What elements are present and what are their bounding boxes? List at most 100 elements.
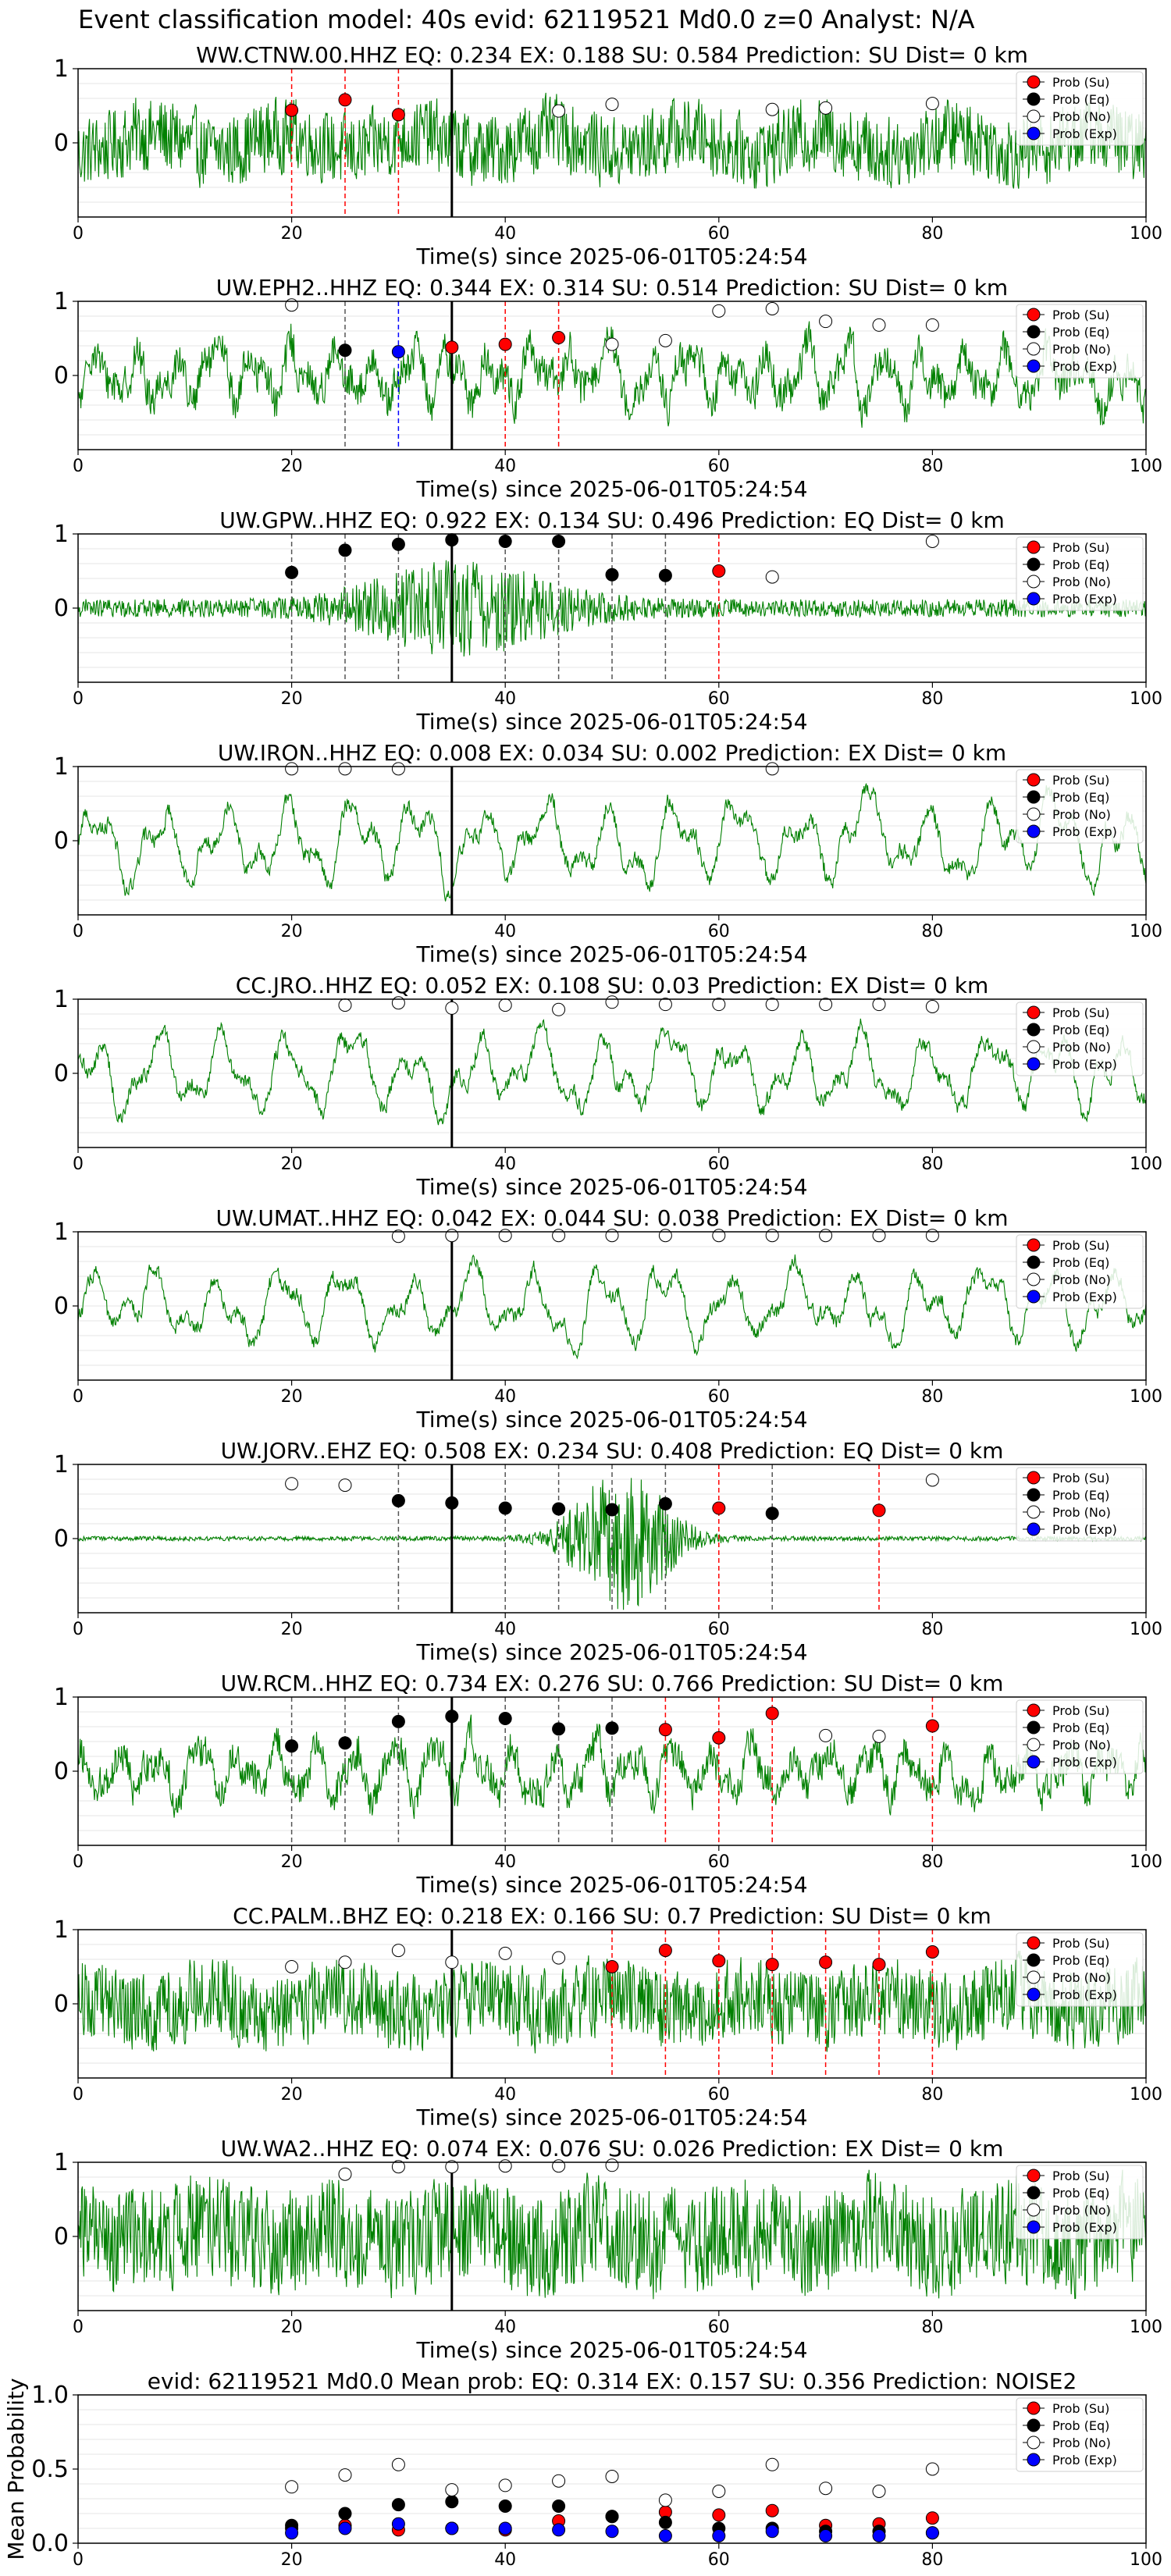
prob-marker	[872, 1958, 886, 1972]
prob-marker	[765, 1229, 779, 1243]
mean-prob-point	[605, 2524, 619, 2539]
x-tick-label: 100	[1130, 224, 1162, 244]
prob-marker	[819, 315, 833, 329]
legend-label-1: Prob (Eq)	[1052, 2186, 1109, 2201]
prob-marker	[498, 2159, 512, 2173]
prob-marker	[819, 1955, 833, 1969]
x-tick-label: 80	[921, 922, 943, 941]
mean-prob-point	[872, 2485, 886, 2498]
legend-box	[1016, 1699, 1144, 1774]
prob-marker	[445, 340, 459, 354]
legend-label-0: Prob (Su)	[1052, 540, 1109, 555]
x-tick-label: 100	[1130, 1620, 1162, 1639]
prob-marker	[445, 1496, 459, 1510]
x-tick-label: 80	[921, 1155, 943, 1174]
y-tick-label: 1	[54, 1916, 69, 1944]
prob-marker	[605, 1960, 619, 1973]
prob-marker	[285, 1477, 299, 1491]
legend-label-1: Prob (Eq)	[1052, 1255, 1109, 1270]
legend-marker	[1027, 1040, 1041, 1054]
prob-marker	[391, 537, 405, 551]
mean-prob-point	[819, 2482, 833, 2496]
mean-prob-point	[445, 2521, 459, 2535]
legend-marker	[1027, 1970, 1041, 1984]
legend-label-1: Prob (Eq)	[1052, 1720, 1109, 1735]
waveform-trace	[78, 1254, 1146, 1360]
x-tick-label: 100	[1130, 922, 1162, 941]
panel-title: UW.EPH2..HHZ EQ: 0.344 EX: 0.314 SU: 0.5…	[216, 275, 1008, 301]
legend-label-0: Prob (Su)	[1052, 1703, 1109, 1718]
legend-marker	[1027, 1987, 1041, 2001]
x-tick-label: 100	[1130, 1387, 1162, 1407]
legend-marker	[1027, 773, 1041, 787]
legend-label-2: Prob (No)	[1052, 1505, 1111, 1520]
mean-prob-point	[391, 2498, 405, 2512]
x-tick-label: 40	[494, 224, 516, 244]
legend-label-1: Prob (Eq)	[1052, 2418, 1109, 2433]
x-tick-label: 40	[494, 2550, 516, 2570]
legend-label-3: Prob (Exp)	[1052, 1522, 1117, 1537]
x-tick-label: 100	[1130, 1155, 1162, 1174]
legend-marker	[1027, 1720, 1041, 1735]
x-tick-label: 0	[73, 1852, 84, 1872]
x-tick-label: 60	[708, 922, 730, 941]
y-tick-label: 1	[54, 753, 69, 781]
mean-prob-point	[712, 2529, 726, 2542]
prob-marker	[498, 1946, 512, 1960]
legend-marker	[1027, 1272, 1041, 1286]
x-tick-label: 60	[708, 457, 730, 476]
x-tick-label: 60	[708, 1155, 730, 1174]
y-tick-label: 1	[54, 1684, 69, 1711]
legend-marker	[1027, 1005, 1041, 1019]
legend-label-3: Prob (Exp)	[1052, 1057, 1117, 1072]
x-tick-label: 0	[73, 457, 84, 476]
prob-marker	[925, 535, 939, 548]
legend-marker	[1027, 1488, 1041, 1502]
x-tick-label: 60	[708, 1387, 730, 1407]
prob-marker	[605, 98, 619, 112]
x-axis-label: Time(s) since 2025-06-01T05:24:54	[415, 1174, 807, 1200]
prob-marker	[658, 998, 672, 1012]
y-tick-label: 1	[54, 288, 69, 315]
legend-box	[1016, 304, 1144, 379]
y-tick-label: 0	[54, 595, 69, 622]
y-tick-label: 1	[54, 2149, 69, 2176]
legend-box	[1016, 1467, 1144, 1542]
prob-marker	[552, 1229, 566, 1243]
legend: Prob (Su) Prob (Eq) Prob (No) Prob (Exp)	[1016, 1699, 1144, 1774]
x-tick-label: 40	[494, 2318, 516, 2337]
legend-marker	[1027, 1023, 1041, 1037]
x-axis-label: Time(s) since 2025-06-01T05:24:54	[415, 941, 807, 967]
mean-prob-point	[925, 2462, 939, 2476]
legend-label-3: Prob (Exp)	[1052, 824, 1117, 839]
panel-title: CC.JRO..HHZ EQ: 0.052 EX: 0.108 SU: 0.03…	[236, 973, 989, 998]
prob-marker	[338, 2167, 352, 2181]
panel-2: UW.GPW..HHZ EQ: 0.922 EX: 0.134 SU: 0.49…	[54, 507, 1162, 735]
legend-marker	[1027, 824, 1041, 838]
panel-9: UW.WA2..HHZ EQ: 0.074 EX: 0.076 SU: 0.02…	[54, 2136, 1162, 2363]
prob-marker	[765, 102, 779, 116]
mean-prob-point	[658, 2493, 672, 2507]
x-tick-label: 80	[921, 457, 943, 476]
x-tick-label: 100	[1130, 2550, 1162, 2570]
mean-prob-point	[658, 2529, 672, 2542]
x-tick-label: 20	[281, 2085, 303, 2105]
legend-marker	[1027, 2169, 1041, 2183]
legend-box	[1016, 1932, 1144, 2007]
mean-prob-point	[338, 2521, 352, 2535]
prob-marker	[285, 762, 299, 776]
legend-marker	[1027, 2435, 1041, 2450]
prob-marker	[338, 762, 352, 776]
legend-marker	[1027, 2453, 1041, 2467]
y-tick-label: 1	[54, 1219, 69, 1246]
x-tick-label: 40	[494, 1387, 516, 1407]
legend-box	[1016, 1234, 1144, 1309]
prob-marker	[391, 1714, 405, 1728]
prob-marker	[498, 1229, 512, 1243]
mean-prob-point	[552, 2523, 566, 2537]
prob-marker	[338, 1478, 352, 1493]
prob-marker	[765, 302, 779, 315]
prob-marker	[445, 2160, 459, 2174]
y-tick-label: 0	[54, 827, 69, 855]
prob-marker	[552, 1502, 566, 1516]
